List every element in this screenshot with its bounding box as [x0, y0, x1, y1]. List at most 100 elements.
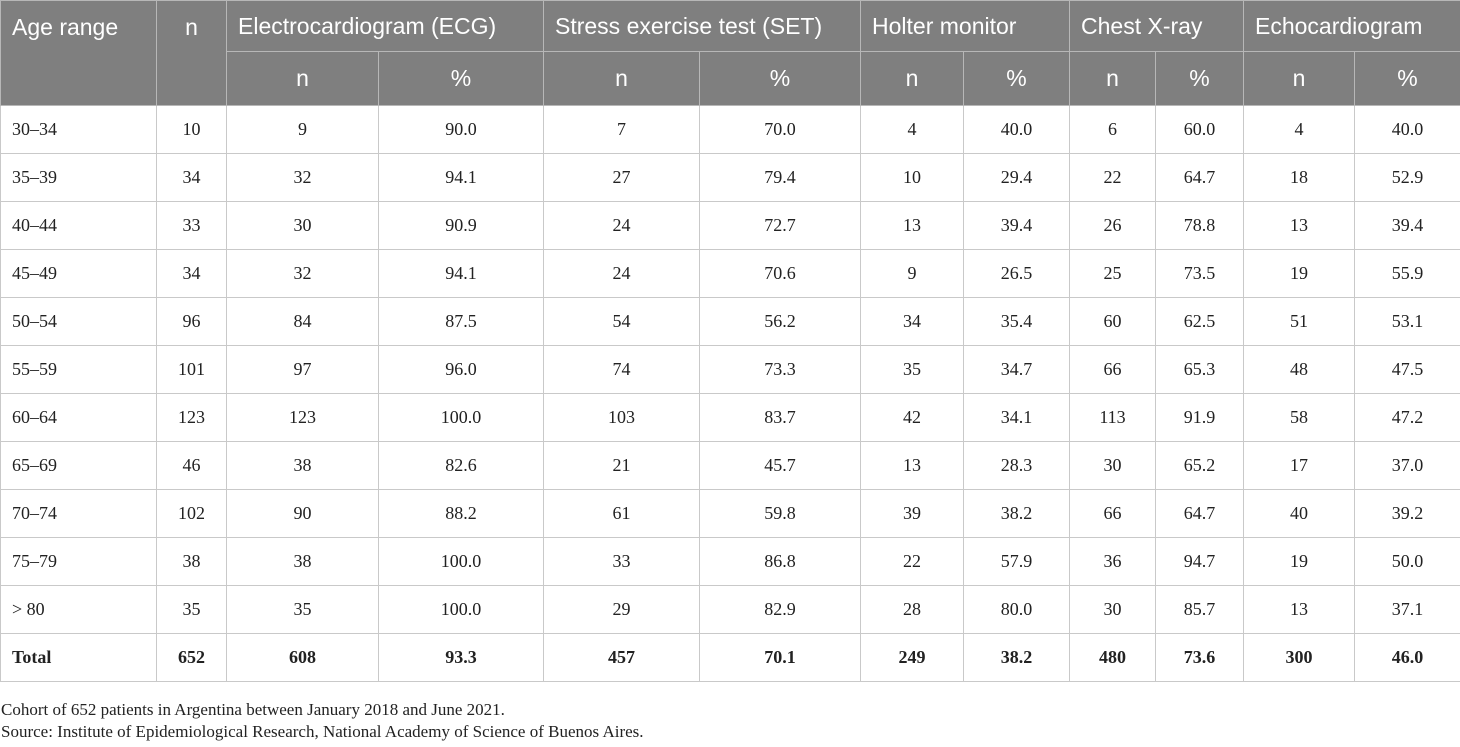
age-range-cell: 30–34	[0, 105, 157, 154]
table-cell: 51	[1243, 297, 1355, 346]
table-cell: 123	[226, 393, 379, 442]
table-cell: 39.2	[1354, 489, 1460, 538]
table-cell: 34	[156, 153, 227, 202]
table-cell: 84	[226, 297, 379, 346]
table-cell: 74	[543, 345, 700, 394]
table-cell: 38	[226, 441, 379, 490]
table-cell: 42	[860, 393, 964, 442]
table-cell: 94.1	[378, 153, 544, 202]
table-cell: 96	[156, 297, 227, 346]
table-row: > 80 35 35 100.0 29 82.9 28 80.0 30 85.7 13 37.1	[0, 585, 1460, 634]
table-cell: 70.6	[699, 249, 861, 298]
table-cell: 73.3	[699, 345, 861, 394]
table-cell: 96.0	[378, 345, 544, 394]
table-cell: 32	[226, 153, 379, 202]
table-cell: 91.9	[1155, 393, 1244, 442]
table-cell: 13	[860, 441, 964, 490]
table-cell: 4	[1243, 105, 1355, 154]
footnote-cohort: Cohort of 652 patients in Argentina betw…	[1, 700, 505, 719]
table-cell: 73.5	[1155, 249, 1244, 298]
table-cell: 57.9	[963, 537, 1070, 586]
subheader-ecg-n: n	[226, 51, 379, 106]
subheader-xray-pct: %	[1155, 51, 1244, 106]
table-cell: 38	[156, 537, 227, 586]
table-cell: 33	[543, 537, 700, 586]
table-cell: 72.7	[699, 201, 861, 250]
subheader-set-n: n	[543, 51, 700, 106]
table-cell: 34.7	[963, 345, 1070, 394]
table-cell: 65.2	[1155, 441, 1244, 490]
table-cell: 22	[1069, 153, 1156, 202]
table-cell: 59.8	[699, 489, 861, 538]
table-cell: 85.7	[1155, 585, 1244, 634]
table-cell: 53.1	[1354, 297, 1460, 346]
table-row: 30–34 10 9 90.0 7 70.0 4 40.0 6 60.0 4 40.0	[0, 105, 1460, 154]
table-cell: 90.0	[378, 105, 544, 154]
table-cell: 24	[543, 249, 700, 298]
table-cell: 9	[226, 105, 379, 154]
table-cell: 608	[226, 633, 379, 682]
table-cell: 10	[860, 153, 964, 202]
subheader-xray-n: n	[1069, 51, 1156, 106]
table-cell: 37.1	[1354, 585, 1460, 634]
subheader-echo-pct: %	[1354, 51, 1460, 106]
table-cell: 29.4	[963, 153, 1070, 202]
table-cell: 249	[860, 633, 964, 682]
table-cell: 39.4	[963, 201, 1070, 250]
table-cell: 47.5	[1354, 345, 1460, 394]
table-header: Age range n Electrocardiogram (ECG) Stre…	[0, 0, 1460, 106]
table-cell: 28	[860, 585, 964, 634]
table-cell: 30	[226, 201, 379, 250]
table-cell: 90.9	[378, 201, 544, 250]
table-cell: 13	[1243, 201, 1355, 250]
table-cell: 58	[1243, 393, 1355, 442]
subheader-ecg-pct: %	[378, 51, 544, 106]
table-cell: 13	[860, 201, 964, 250]
age-range-cell: 60–64	[0, 393, 157, 442]
table-row: 40–44 33 30 90.9 24 72.7 13 39.4 26 78.8 13 39.4	[0, 201, 1460, 250]
subheader-holter-n: n	[860, 51, 964, 106]
table-cell: 30	[1069, 441, 1156, 490]
table-row: 60–64 123 123 100.0 103 83.7 42 34.1 113 91.9 58 47…	[0, 393, 1460, 442]
table-row: 50–54 96 84 87.5 54 56.2 34 35.4 60 62.5 51 53.1	[0, 297, 1460, 346]
table-cell: 21	[543, 441, 700, 490]
table-cell: 24	[543, 201, 700, 250]
table-cell: 28.3	[963, 441, 1070, 490]
table-cell: 100.0	[378, 393, 544, 442]
table-cell: 73.6	[1155, 633, 1244, 682]
table-cell: 55.9	[1354, 249, 1460, 298]
age-range-cell: 40–44	[0, 201, 157, 250]
table-cell: 64.7	[1155, 489, 1244, 538]
table-cell: 38.2	[963, 633, 1070, 682]
table-cell: 34.1	[963, 393, 1070, 442]
table-cell: 47.2	[1354, 393, 1460, 442]
table-cell: 40.0	[963, 105, 1070, 154]
age-range-cell: 65–69	[0, 441, 157, 490]
table-cell: 103	[543, 393, 700, 442]
table-cell: 17	[1243, 441, 1355, 490]
table-cell: 27	[543, 153, 700, 202]
table-cell: 37.0	[1354, 441, 1460, 490]
table-cell: 32	[226, 249, 379, 298]
table-cell: 87.5	[378, 297, 544, 346]
table-cell: 22	[860, 537, 964, 586]
table-cell: 64.7	[1155, 153, 1244, 202]
table-cell: 97	[226, 345, 379, 394]
table-cell: 52.9	[1354, 153, 1460, 202]
age-range-cell: 45–49	[0, 249, 157, 298]
header-holter: Holter monitor	[860, 0, 1070, 52]
table-cell: 101	[156, 345, 227, 394]
table-cell: 35	[860, 345, 964, 394]
table-cell: 19	[1243, 537, 1355, 586]
table-cell: 38	[226, 537, 379, 586]
table-cell: 38.2	[963, 489, 1070, 538]
table-cell: 48	[1243, 345, 1355, 394]
table-cell: 35	[226, 585, 379, 634]
table-cell: 10	[156, 105, 227, 154]
table-cell: 86.8	[699, 537, 861, 586]
table-cell: 18	[1243, 153, 1355, 202]
table-cell: 94.7	[1155, 537, 1244, 586]
subheader-set-pct: %	[699, 51, 861, 106]
table-cell: 4	[860, 105, 964, 154]
footnote-source: Source: Institute of Epidemiological Res…	[1, 722, 644, 741]
